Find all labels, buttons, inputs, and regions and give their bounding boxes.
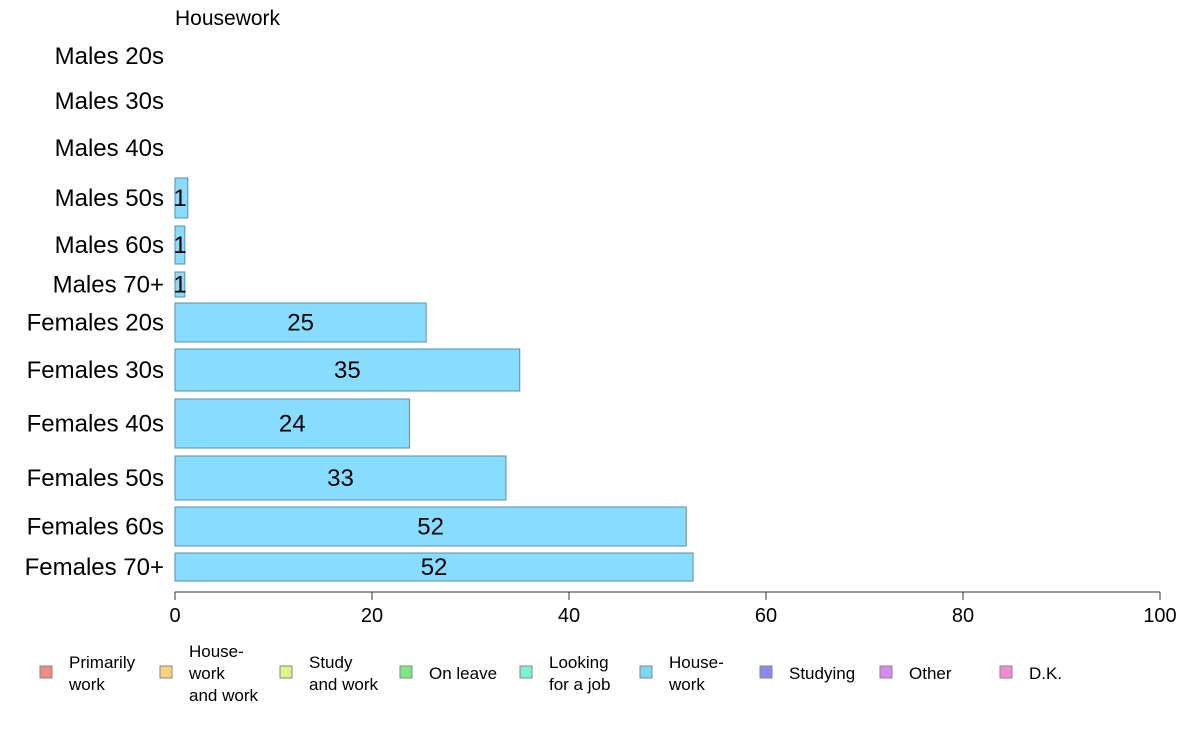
x-tick-label: 0 xyxy=(169,605,180,627)
category-label: Males 20s xyxy=(55,43,164,70)
category-label: Males 70+ xyxy=(53,272,164,299)
legend-label: Study and work xyxy=(309,653,378,694)
category-label: Females 50s xyxy=(27,465,164,492)
x-tick-label: 40 xyxy=(558,605,580,627)
category-label: Males 30s xyxy=(55,88,164,115)
legend-swatch xyxy=(879,665,893,679)
legend-swatch xyxy=(159,665,173,679)
category-label: Females 60s xyxy=(27,514,164,541)
category-label: Males 50s xyxy=(55,185,164,212)
data-label: 1 xyxy=(173,272,186,299)
data-label: 1 xyxy=(173,232,186,259)
legend-swatch xyxy=(399,665,413,679)
legend-swatch xyxy=(999,665,1013,679)
category-label: Males 60s xyxy=(55,232,164,259)
data-label: 35 xyxy=(334,357,361,384)
x-tick-label: 100 xyxy=(1143,605,1176,627)
bar xyxy=(174,398,410,449)
legend-label: Looking for a job xyxy=(549,653,610,694)
bar xyxy=(174,552,694,582)
category-label: Females 70+ xyxy=(25,554,164,581)
legend-label: On leave xyxy=(429,664,497,683)
data-label: 24 xyxy=(279,411,306,438)
legend-label: Studying xyxy=(789,664,855,683)
legend: Primarily work House-work and work Study and … xyxy=(39,642,1062,705)
x-tick-label: 20 xyxy=(361,605,383,627)
legend-swatch xyxy=(759,665,773,679)
category-label: Females 40s xyxy=(27,411,164,438)
legend-swatch xyxy=(279,665,293,679)
x-axis: 0 20 40 60 80 100 xyxy=(169,591,1177,627)
legend-label: House-work and work xyxy=(188,642,258,705)
chart-title: Housework xyxy=(175,7,281,30)
category-label: Females 30s xyxy=(27,357,164,384)
bar xyxy=(174,302,427,343)
category-label: Males 40s xyxy=(55,135,164,162)
bar xyxy=(174,506,687,547)
legend-label: D.K. xyxy=(1029,664,1062,683)
bar xyxy=(174,177,189,219)
legend-label: House-work xyxy=(668,653,724,694)
legend-swatch xyxy=(639,665,653,679)
legend-label: Other xyxy=(909,664,952,683)
x-tick-label: 80 xyxy=(952,605,974,627)
bar xyxy=(174,455,507,501)
bar xyxy=(174,271,186,298)
bar xyxy=(174,348,521,392)
data-label: 1 xyxy=(173,185,186,212)
bars-group: Males 20s Males 30s Males 40s Males 50s 1 Mal… xyxy=(25,43,694,582)
legend-swatch xyxy=(39,665,53,679)
category-label: Females 20s xyxy=(27,310,164,337)
legend-label: Primarily work xyxy=(68,653,136,694)
legend-swatch xyxy=(519,665,533,679)
data-label: 52 xyxy=(421,554,448,581)
x-tick-label: 60 xyxy=(755,605,777,627)
data-label: 33 xyxy=(327,465,354,492)
data-label: 52 xyxy=(417,514,444,541)
data-label: 25 xyxy=(287,310,314,337)
bar xyxy=(174,225,186,265)
